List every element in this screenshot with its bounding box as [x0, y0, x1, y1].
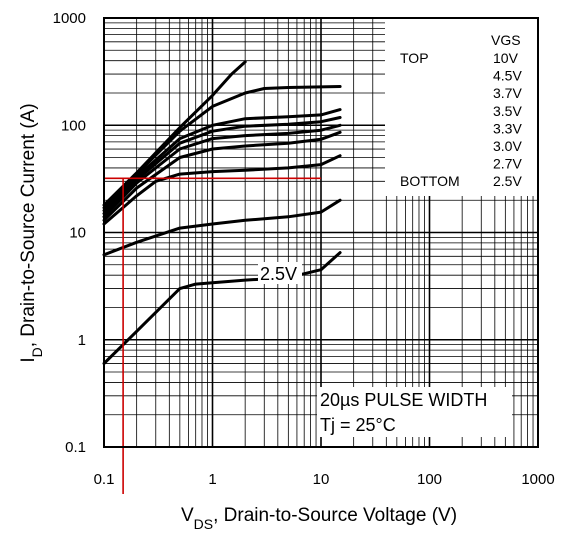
plot-frame: [103, 17, 539, 448]
series-line-3-0v: [102, 130, 342, 222]
series-line-2-7v: [102, 154, 342, 226]
legend: VGS TOP BOTTOM 10V 4.5V3.7V 3.5V3.3V 3.0V 2.…: [400, 32, 522, 189]
legend-entry: 2.5V: [493, 173, 522, 189]
annotation: 20µs PULSE WIDTH Tj = 25°C: [317, 387, 512, 437]
legend-entry: 10V: [493, 50, 519, 66]
legend-heading: VGS: [491, 32, 521, 48]
series-line-lowest: [102, 251, 342, 365]
tick-labels: 0.1 1 10 100 1000 0.1 1 10 100 1000: [53, 10, 555, 488]
legend-background: [385, 18, 538, 196]
marker-lines: [104, 177, 321, 494]
y-tick-label: 1000: [53, 10, 86, 27]
x-tick-label: 10: [313, 471, 330, 488]
legend-entry: 4.5V: [493, 68, 522, 84]
y-tick-label: 10: [69, 225, 86, 242]
annotation-temperature: Tj = 25°C: [320, 415, 396, 435]
y-tick-label: 0.1: [65, 439, 86, 456]
series-line-2-5v: [102, 198, 342, 257]
y-tick-label: 100: [61, 117, 86, 134]
legend-top-label: TOP: [400, 50, 429, 66]
legend-entry: 3.7V: [493, 85, 522, 101]
legend-entry: 3.5V: [493, 103, 522, 119]
x-tick-label: 1000: [521, 471, 554, 488]
curve-label-2-5v: 2.5V: [260, 264, 297, 284]
series-line-3-7v: [102, 108, 342, 213]
x-axis-label: VDS, Drain-to-Source Voltage (V): [181, 505, 457, 532]
x-tick-label: 100: [417, 471, 442, 488]
y-tick-label: 1: [78, 332, 86, 349]
series-line-3-3v: [102, 123, 342, 219]
legend-bottom-label: BOTTOM: [400, 173, 460, 189]
y-axis-label: ID, Drain-to-Source Current (A): [18, 103, 45, 362]
legend-entry: 2.7V: [493, 156, 522, 172]
x-tick-label: 1: [208, 471, 216, 488]
legend-entry: 3.0V: [493, 138, 522, 154]
series-line-4-5v: [102, 85, 342, 210]
grid: [103, 18, 538, 448]
legend-entry: 3.3V: [493, 120, 522, 136]
curve-label-group: 2.5V: [258, 262, 302, 284]
series-line-3-5v: [102, 116, 342, 216]
x-tick-label: 0.1: [94, 471, 115, 488]
curves: [102, 60, 342, 365]
annotation-pulse-width: 20µs PULSE WIDTH: [320, 390, 487, 410]
